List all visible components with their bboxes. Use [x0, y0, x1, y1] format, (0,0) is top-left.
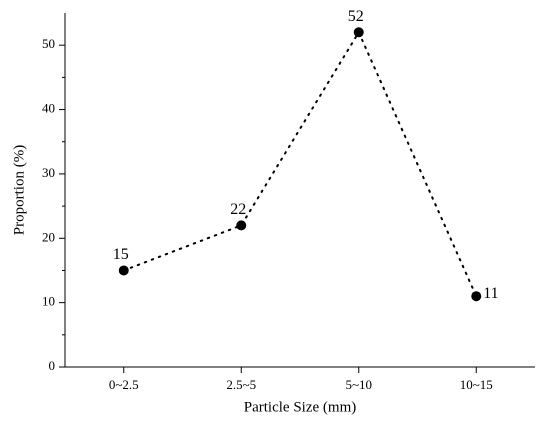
data-label: 11 [483, 285, 498, 302]
data-point [353, 27, 364, 38]
y-tick-label: 20 [42, 229, 55, 244]
data-point [236, 220, 247, 231]
x-tick-label: 5~10 [345, 377, 372, 392]
data-label: 22 [230, 201, 246, 218]
x-tick-label: 2.5~5 [226, 377, 256, 392]
y-tick-label: 10 [42, 294, 55, 309]
y-axis-label: Proportion (%) [11, 145, 27, 235]
y-tick-label: 30 [42, 165, 55, 180]
y-tick-label: 50 [42, 36, 55, 51]
data-point [471, 291, 482, 302]
data-point [118, 265, 129, 276]
x-tick-label: 0~2.5 [109, 377, 139, 392]
y-tick-label: 0 [49, 358, 56, 373]
data-label: 15 [113, 246, 129, 263]
x-tick-label: 10~15 [460, 377, 493, 392]
x-axis-label: Particle Size (mm) [244, 399, 356, 415]
series-line [122, 30, 478, 298]
data-label: 52 [348, 8, 364, 25]
y-tick-label: 40 [42, 101, 55, 116]
